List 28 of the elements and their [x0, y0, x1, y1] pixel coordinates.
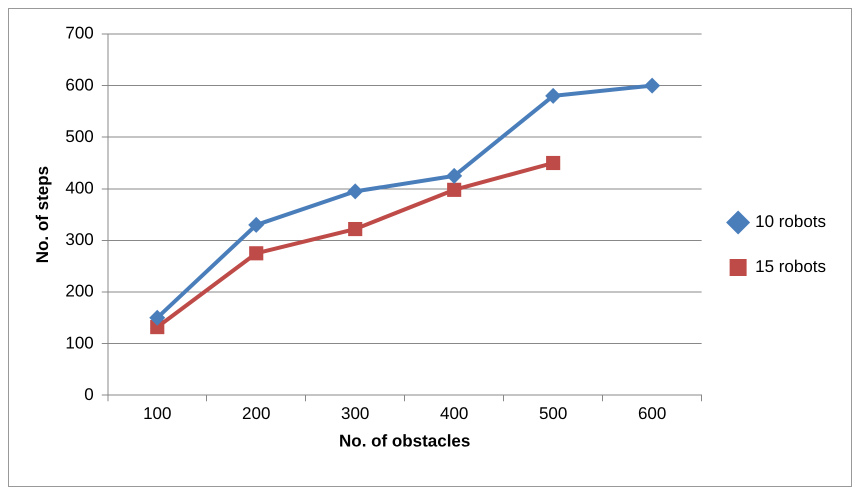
y-tick-label: 300 — [65, 230, 94, 250]
point — [348, 222, 362, 236]
y-tick-label: 400 — [65, 178, 94, 198]
y-tick-label: 500 — [65, 126, 94, 146]
x-tick-label: 600 — [638, 404, 666, 424]
x-tick-label: 100 — [143, 404, 172, 424]
y-tick-label: 600 — [65, 75, 94, 94]
x-tick-label: 300 — [341, 404, 370, 424]
y-tick-label: 100 — [65, 333, 94, 352]
x-tick-label: 400 — [440, 404, 468, 424]
point — [545, 88, 562, 104]
y-tick-label: 700 — [65, 24, 94, 43]
y-tick-label: 0 — [84, 384, 94, 404]
y-axis-title: No. of steps — [32, 166, 52, 264]
point — [644, 78, 660, 94]
y-tick-label: 200 — [65, 282, 94, 301]
point — [149, 310, 166, 326]
x-tick-label: 200 — [242, 404, 270, 424]
point — [546, 156, 560, 170]
point — [249, 246, 264, 260]
point — [446, 168, 462, 184]
legend-label: 10 robots — [755, 212, 826, 232]
point — [347, 183, 364, 200]
point — [248, 216, 264, 233]
legend-label: 15 robots — [755, 257, 826, 276]
x-tick-label: 500 — [538, 404, 568, 424]
x-axis-title: No. of obstacles — [339, 431, 470, 450]
point — [447, 182, 462, 197]
